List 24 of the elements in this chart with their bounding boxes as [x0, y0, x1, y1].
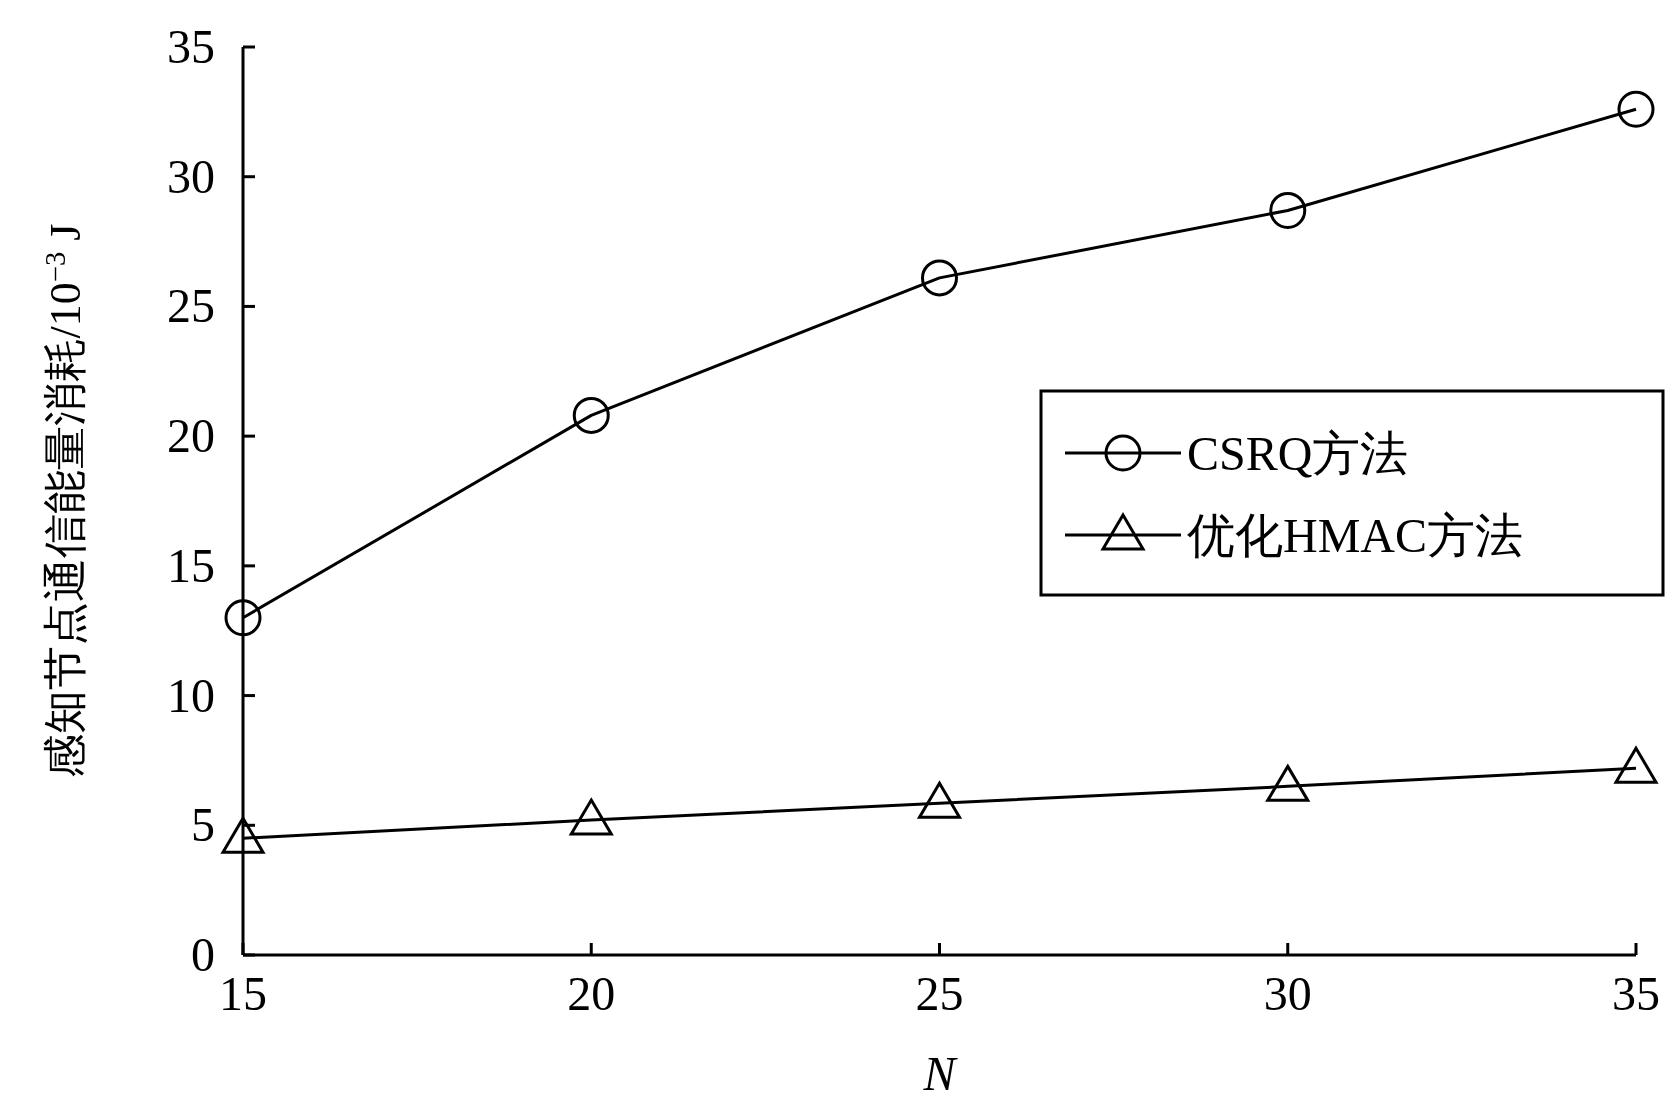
- x-tick-label: 35: [1612, 967, 1660, 1020]
- y-tick-label: 25: [167, 279, 215, 333]
- y-tick-label: 5: [191, 798, 215, 852]
- point: [1266, 764, 1310, 802]
- point: [1617, 90, 1655, 128]
- point: [572, 396, 610, 434]
- point: [1269, 191, 1307, 229]
- y-tick-label: 20: [167, 409, 215, 463]
- point: [221, 816, 265, 854]
- legend-label: CSRQ方法: [1187, 427, 1409, 480]
- y-tick-label: 35: [167, 20, 215, 73]
- x-tick-label: 30: [1263, 967, 1312, 1020]
- x-axis-title: N: [922, 1047, 959, 1100]
- point: [921, 259, 958, 297]
- y-tick-label: 10: [167, 668, 215, 722]
- x-tick-label: 20: [567, 967, 616, 1020]
- point: [569, 798, 613, 836]
- x-tick-label: 25: [915, 967, 964, 1020]
- legend-label: 优化HMAC方法: [1187, 509, 1524, 562]
- y-tick-label: 0: [191, 928, 215, 981]
- y-tick-label: 15: [167, 538, 215, 592]
- y-tick-label: 30: [167, 149, 215, 203]
- point: [1614, 746, 1658, 784]
- point: [918, 781, 961, 819]
